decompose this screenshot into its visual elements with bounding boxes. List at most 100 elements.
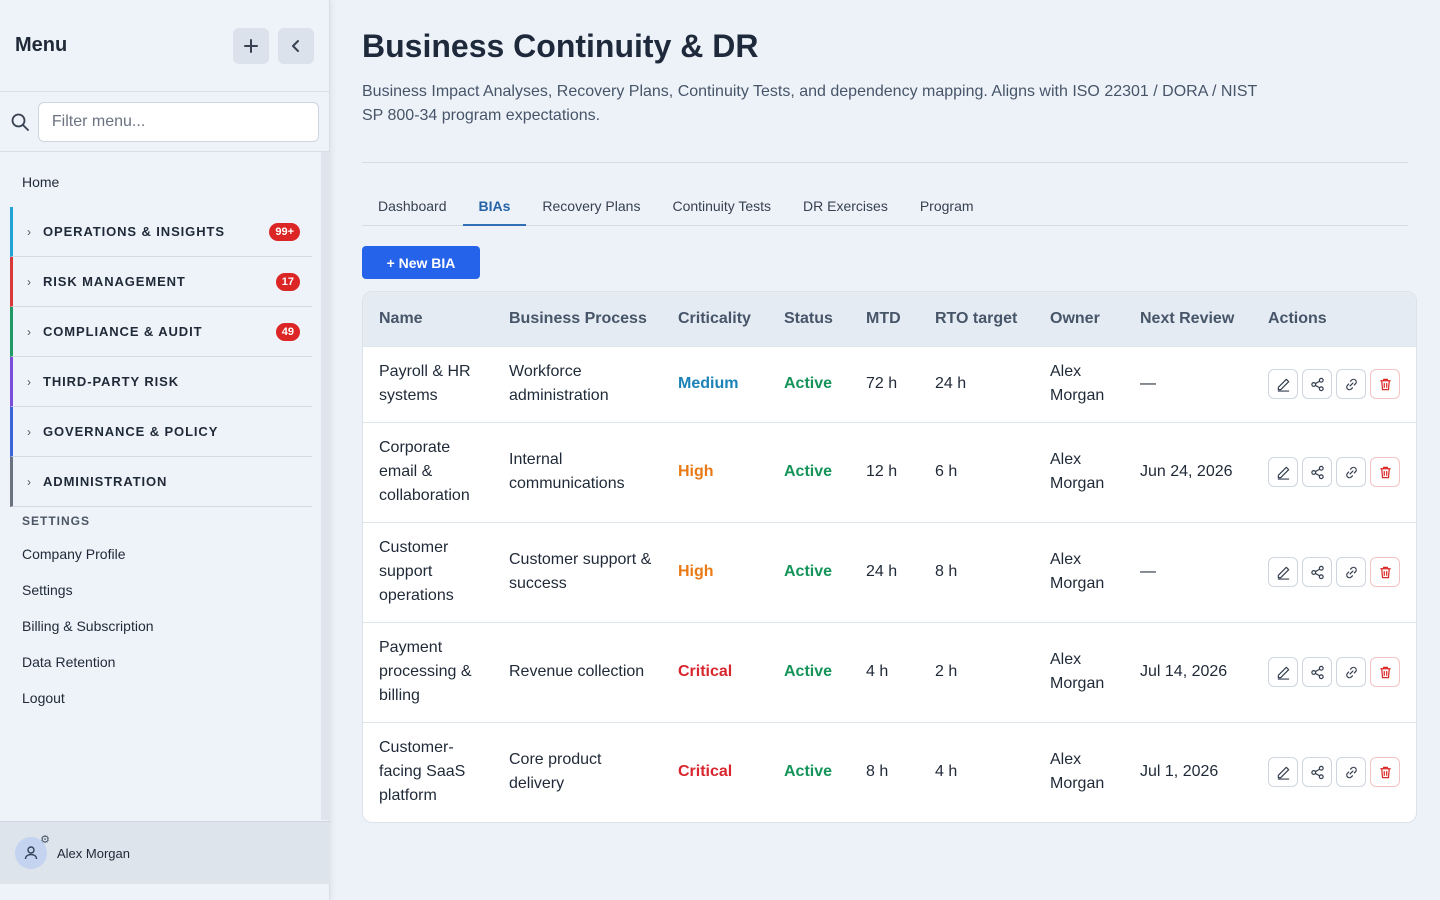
- cell-name: Payment processing & billing: [363, 621, 493, 722]
- delete-button[interactable]: [1370, 457, 1400, 487]
- gear-icon: ⚙: [40, 834, 50, 846]
- user-name: Alex Morgan: [57, 845, 130, 861]
- cell-rto: 2 h: [919, 621, 1034, 722]
- sidebar-group-third-party[interactable]: › THIRD-PARTY RISK: [10, 357, 312, 407]
- sidebar: Menu Home › OPERATIONS & INSIGHTS 99+ › …: [0, 0, 330, 900]
- plus-icon: [244, 38, 258, 53]
- tab-program[interactable]: Program: [919, 198, 974, 214]
- cell-next-review: Jul 14, 2026: [1124, 621, 1252, 722]
- table-row[interactable]: Payment processing & billing Revenue col…: [363, 621, 1416, 722]
- add-menu-button[interactable]: [233, 27, 269, 64]
- link-button[interactable]: [1336, 557, 1366, 587]
- status-badge: Active: [768, 721, 850, 822]
- cell-process: Revenue collection: [493, 621, 662, 722]
- page-title: Business Continuity & DR: [362, 28, 759, 64]
- sidebar-group-administration[interactable]: › ADMINISTRATION: [10, 457, 312, 507]
- column-header[interactable]: Next Review: [1140, 309, 1235, 327]
- avatar[interactable]: ⚙: [15, 834, 50, 869]
- sidebar-group-operations[interactable]: › OPERATIONS & INSIGHTS 99+: [10, 207, 312, 257]
- delete-button[interactable]: [1370, 557, 1400, 587]
- share-icon: [1310, 465, 1324, 479]
- status-badge: Active: [768, 621, 850, 722]
- sidebar-group-compliance[interactable]: › COMPLIANCE & AUDIT 49: [10, 307, 312, 357]
- share-button[interactable]: [1302, 657, 1332, 687]
- edit-icon: [1277, 766, 1289, 780]
- edit-button[interactable]: [1268, 457, 1298, 487]
- sidebar-scrollbar[interactable]: [321, 152, 330, 820]
- sidebar-group-label: ADMINISTRATION: [43, 474, 168, 489]
- trash-icon: [1379, 466, 1391, 478]
- cell-mtd: 72 h: [850, 345, 919, 422]
- table-row[interactable]: Payroll & HR systems Workforce administr…: [363, 345, 1416, 422]
- share-icon: [1310, 665, 1324, 679]
- cell-owner: Alex Morgan: [1034, 721, 1124, 822]
- status-badge: Active: [768, 345, 850, 422]
- chevron-right-icon: ›: [27, 324, 31, 339]
- edit-button[interactable]: [1268, 557, 1298, 587]
- delete-button[interactable]: [1370, 657, 1400, 687]
- edit-button[interactable]: [1268, 657, 1298, 687]
- cell-actions: [1252, 345, 1416, 422]
- sidebar-item-logout[interactable]: Logout: [22, 690, 65, 706]
- settings-links: Company Profile Settings Billing & Subsc…: [22, 544, 154, 724]
- sidebar-groups: › OPERATIONS & INSIGHTS 99+ › RISK MANAG…: [10, 207, 312, 507]
- edit-icon: [1277, 378, 1289, 392]
- cell-name: Customer support operations: [363, 521, 493, 622]
- column-header[interactable]: MTD: [866, 309, 901, 327]
- sidebar-item-company-profile[interactable]: Company Profile: [22, 546, 126, 562]
- link-button[interactable]: [1336, 457, 1366, 487]
- table-row[interactable]: Corporate email & collaboration Internal…: [363, 421, 1416, 522]
- user-footer[interactable]: ⚙ Alex Morgan: [0, 821, 330, 884]
- sidebar-group-label: COMPLIANCE & AUDIT: [43, 324, 203, 339]
- share-button[interactable]: [1302, 557, 1332, 587]
- delete-button[interactable]: [1370, 757, 1400, 788]
- edit-button[interactable]: [1268, 757, 1298, 788]
- table-row[interactable]: Customer support operations Customer sup…: [363, 521, 1416, 622]
- tab-bias[interactable]: BIAs: [462, 188, 527, 226]
- sidebar-item-home[interactable]: Home: [22, 174, 60, 190]
- tab-bar: Dashboard BIAs Recovery Plans Continuity…: [362, 188, 1408, 226]
- collapse-sidebar-button[interactable]: [278, 27, 314, 64]
- cell-process: Workforce administration: [493, 345, 662, 422]
- column-header[interactable]: Criticality: [678, 309, 751, 327]
- edit-button[interactable]: [1268, 369, 1298, 399]
- cell-process: Internal communications: [493, 421, 662, 522]
- delete-button[interactable]: [1370, 369, 1400, 399]
- tab-dashboard[interactable]: Dashboard: [378, 198, 447, 214]
- column-header[interactable]: RTO target: [935, 309, 1018, 327]
- share-button[interactable]: [1302, 369, 1332, 399]
- page-description: Business Impact Analyses, Recovery Plans…: [362, 83, 1257, 124]
- tab-recovery-plans[interactable]: Recovery Plans: [542, 198, 641, 214]
- link-button[interactable]: [1336, 757, 1366, 788]
- cell-process: Customer support & success: [493, 521, 662, 622]
- sidebar-group-risk[interactable]: › RISK MANAGEMENT 17: [10, 257, 312, 307]
- share-button[interactable]: [1302, 457, 1332, 487]
- cell-actions: [1252, 421, 1416, 522]
- column-header[interactable]: Owner: [1050, 309, 1100, 327]
- cell-owner: Alex Morgan: [1034, 345, 1124, 422]
- sidebar-group-label: THIRD-PARTY RISK: [43, 374, 179, 389]
- cell-rto: 24 h: [919, 345, 1034, 422]
- chevron-right-icon: ›: [27, 374, 31, 389]
- edit-icon: [1277, 666, 1289, 680]
- trash-icon: [1379, 378, 1391, 390]
- new-bia-button[interactable]: + New BIA: [362, 246, 480, 279]
- user-icon: [24, 846, 38, 860]
- column-header[interactable]: Business Process: [509, 309, 647, 327]
- cell-owner: Alex Morgan: [1034, 421, 1124, 522]
- sidebar-group-governance[interactable]: › GOVERNANCE & POLICY: [10, 407, 312, 457]
- share-button[interactable]: [1302, 757, 1332, 788]
- tab-dr-exercises[interactable]: DR Exercises: [803, 198, 888, 214]
- sidebar-item-billing[interactable]: Billing & Subscription: [22, 618, 154, 634]
- sidebar-group-label: OPERATIONS & INSIGHTS: [43, 224, 225, 239]
- sidebar-item-data-retention[interactable]: Data Retention: [22, 654, 116, 670]
- tab-continuity-tests[interactable]: Continuity Tests: [672, 198, 772, 214]
- table-row[interactable]: Customer-facing SaaS platform Core produ…: [363, 721, 1416, 822]
- divider: [362, 162, 1408, 163]
- filter-menu-input[interactable]: [37, 101, 319, 142]
- sidebar-item-settings[interactable]: Settings: [22, 582, 73, 598]
- column-header[interactable]: Status: [784, 309, 833, 327]
- column-header[interactable]: Name: [379, 309, 423, 327]
- link-button[interactable]: [1336, 657, 1366, 687]
- link-button[interactable]: [1336, 369, 1366, 399]
